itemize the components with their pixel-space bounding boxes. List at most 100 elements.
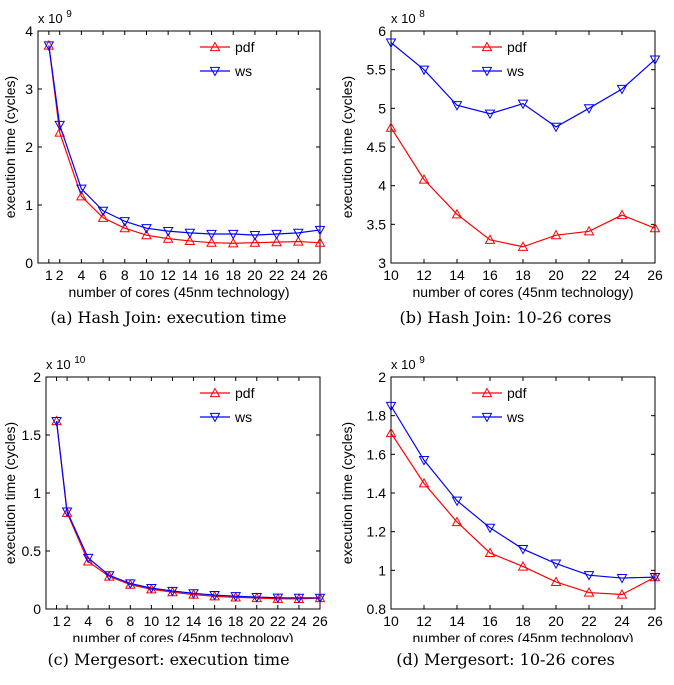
chart-0-series-ws-point xyxy=(314,225,326,236)
chart-1-series-pdf-point xyxy=(451,208,463,219)
chart-3-series-pdf-point xyxy=(385,427,397,438)
chart-0-series-ws-point xyxy=(43,41,55,52)
chart-1-series-pdf-point xyxy=(550,229,562,240)
chart-2-ytick-label: 1.5 xyxy=(22,427,42,443)
chart-0-xtick-label: 4 xyxy=(77,267,85,283)
chart-1-plot-frame xyxy=(390,30,656,264)
chart-1-legend-ws-label: ws xyxy=(506,63,524,79)
chart-0-xtick-label: 20 xyxy=(247,267,263,283)
chart-0-ytick-label: 1 xyxy=(25,197,33,213)
chart-2-series-ws-point xyxy=(251,592,263,603)
chart-2-xtick-label: 8 xyxy=(126,613,134,629)
chart-3-xtick-label: 12 xyxy=(416,613,432,629)
chart-2-series-ws-point xyxy=(272,593,284,604)
chart-2-series-ws-line xyxy=(55,421,320,599)
chart-1-xtick-label: 22 xyxy=(581,267,597,283)
caption-c: (c) Mergesort: execution time xyxy=(47,650,290,669)
chart-3-ytick-label: 1.8 xyxy=(367,408,387,424)
chart-2-xtick-label: 16 xyxy=(207,613,223,629)
chart-1-series-ws-point xyxy=(550,122,562,133)
chart-1-series-pdf-point xyxy=(517,241,529,251)
chart-0-series-pdf-point xyxy=(271,236,282,247)
chart-2-xtick-label: 12 xyxy=(165,613,181,629)
chart-0-xtick-label: 22 xyxy=(269,267,285,283)
chart-3-series-ws-line xyxy=(390,405,656,579)
chart-2-legend-ws-marker xyxy=(209,412,221,423)
chart-0-series-ws-point xyxy=(184,228,196,239)
chart-1-series-pdf-point xyxy=(385,122,397,132)
chart-1-series-ws-point xyxy=(616,84,628,95)
chart-0-series-ws-point xyxy=(227,229,239,240)
chart-1-legend-pdf-label: pdf xyxy=(507,39,527,55)
chart-3-series-ws-point xyxy=(484,523,496,534)
chart-1-series-ws-point xyxy=(649,55,661,66)
chart-1-exponent-power: 8 xyxy=(419,9,425,20)
chart-2-legend-ws-label: ws xyxy=(234,409,252,425)
chart-0-series-pdf-point xyxy=(249,237,261,247)
chart-3-legend-pdf-marker xyxy=(481,387,493,398)
chart-panel-c: 1 2 4 6 8 10 12 14 16 18 20 22 24 26 0 0.5 1 1.5 2 x 10 10 n… xyxy=(0,342,337,684)
chart-0-plot-frame xyxy=(37,30,321,264)
chart-0-xtick-label: 16 xyxy=(204,267,220,283)
chart-0-series-ws-point xyxy=(119,217,131,227)
chart-3-x-axis-label: number of cores (45nm technology) xyxy=(413,630,634,642)
chart-0-series-pdf-point xyxy=(76,190,87,201)
chart-1-ytick-label: 6 xyxy=(378,23,386,39)
chart-1-series-ws-point xyxy=(484,109,496,120)
chart-1-x-axis-label: number of cores (45nm technology) xyxy=(413,284,634,300)
chart-0-x-axis-label: number of cores (45nm technology) xyxy=(69,284,290,300)
chart-0-exponent-power: 9 xyxy=(66,9,72,20)
chart-1-xtick-label: 10 xyxy=(383,267,399,283)
chart-1-ytick-label: 5.5 xyxy=(367,62,387,78)
chart-1-xtick-label: 18 xyxy=(515,267,531,283)
chart-1-ytick-label: 3 xyxy=(378,255,386,271)
chart-3-series-ws-point xyxy=(616,573,628,584)
chart-1-ytick-label: 4.5 xyxy=(367,139,387,155)
chart-3-series-ws-point xyxy=(583,571,595,581)
chart-2-series-ws-point xyxy=(188,589,199,599)
chart-3-legend-pdf-label: pdf xyxy=(507,385,527,401)
chart-1-series-pdf-point xyxy=(418,173,430,184)
chart-1-series-ws-point xyxy=(385,38,397,49)
chart-1-xtick-label: 14 xyxy=(449,267,465,283)
chart-1-series-pdf-line xyxy=(390,127,656,248)
chart-1-series-ws-point xyxy=(583,104,595,114)
chart-0-series-ws-point xyxy=(249,231,261,241)
chart-0-legend-pdf-label: pdf xyxy=(235,39,255,55)
chart-2-series-ws-point xyxy=(230,592,242,602)
chart-2-plot-frame xyxy=(45,376,321,610)
chart-2-series-ws-point xyxy=(61,507,73,518)
chart-0-ytick-label: 3 xyxy=(25,81,33,97)
chart-1-series-pdf-point xyxy=(649,222,661,233)
chart-2-series-ws-point xyxy=(314,593,326,604)
chart-3-series-pdf-point xyxy=(418,477,430,488)
chart-2-series-ws-point xyxy=(167,586,178,597)
chart-2-series-ws-point xyxy=(103,571,115,581)
chart-0-series-pdf-point xyxy=(141,229,152,240)
chart-1-series-ws-line xyxy=(390,42,656,128)
chart-2-y-axis-label: execution time (cycles) xyxy=(2,422,18,564)
chart-0-series-pdf-point xyxy=(184,235,196,246)
chart-3-xtick-label: 22 xyxy=(581,613,597,629)
chart-1-xtick-label: 16 xyxy=(482,267,498,283)
chart-2-x-axis-label: number of cores (45nm technology) xyxy=(73,630,294,642)
chart-0-xtick-label: 14 xyxy=(182,267,198,283)
chart-3-ytick-label: 1.6 xyxy=(367,446,387,462)
chart-3-series-ws-point xyxy=(649,573,661,583)
chart-mergesort-10-26-cores: 10 12 14 16 18 20 22 24 26 0.8 1 1.2 1.4 1.6 1.8 2 x 10 … xyxy=(339,355,663,642)
chart-0-xtick-label: 8 xyxy=(121,267,129,283)
chart-2-xtick-label: 14 xyxy=(186,613,202,629)
chart-2-series-ws-point xyxy=(82,553,94,564)
chart-3-xtick-label: 18 xyxy=(515,613,531,629)
chart-2-xtick-label: 24 xyxy=(291,613,307,629)
chart-0-series-pdf-point xyxy=(314,237,326,247)
chart-hash-join-10-26-cores: 10 12 14 16 18 20 22 24 26 3 3.5 4 4.5 5 5.5 6 x 10 8 num… xyxy=(339,9,663,300)
chart-2-xtick-label: 4 xyxy=(84,613,92,629)
chart-0-xtick-label: 6 xyxy=(99,267,107,283)
chart-2-xtick-label: 10 xyxy=(144,613,160,629)
chart-2-series-ws-point xyxy=(209,590,220,601)
chart-1-ytick-label: 4 xyxy=(378,178,386,194)
chart-0-series-pdf-point xyxy=(97,212,109,222)
